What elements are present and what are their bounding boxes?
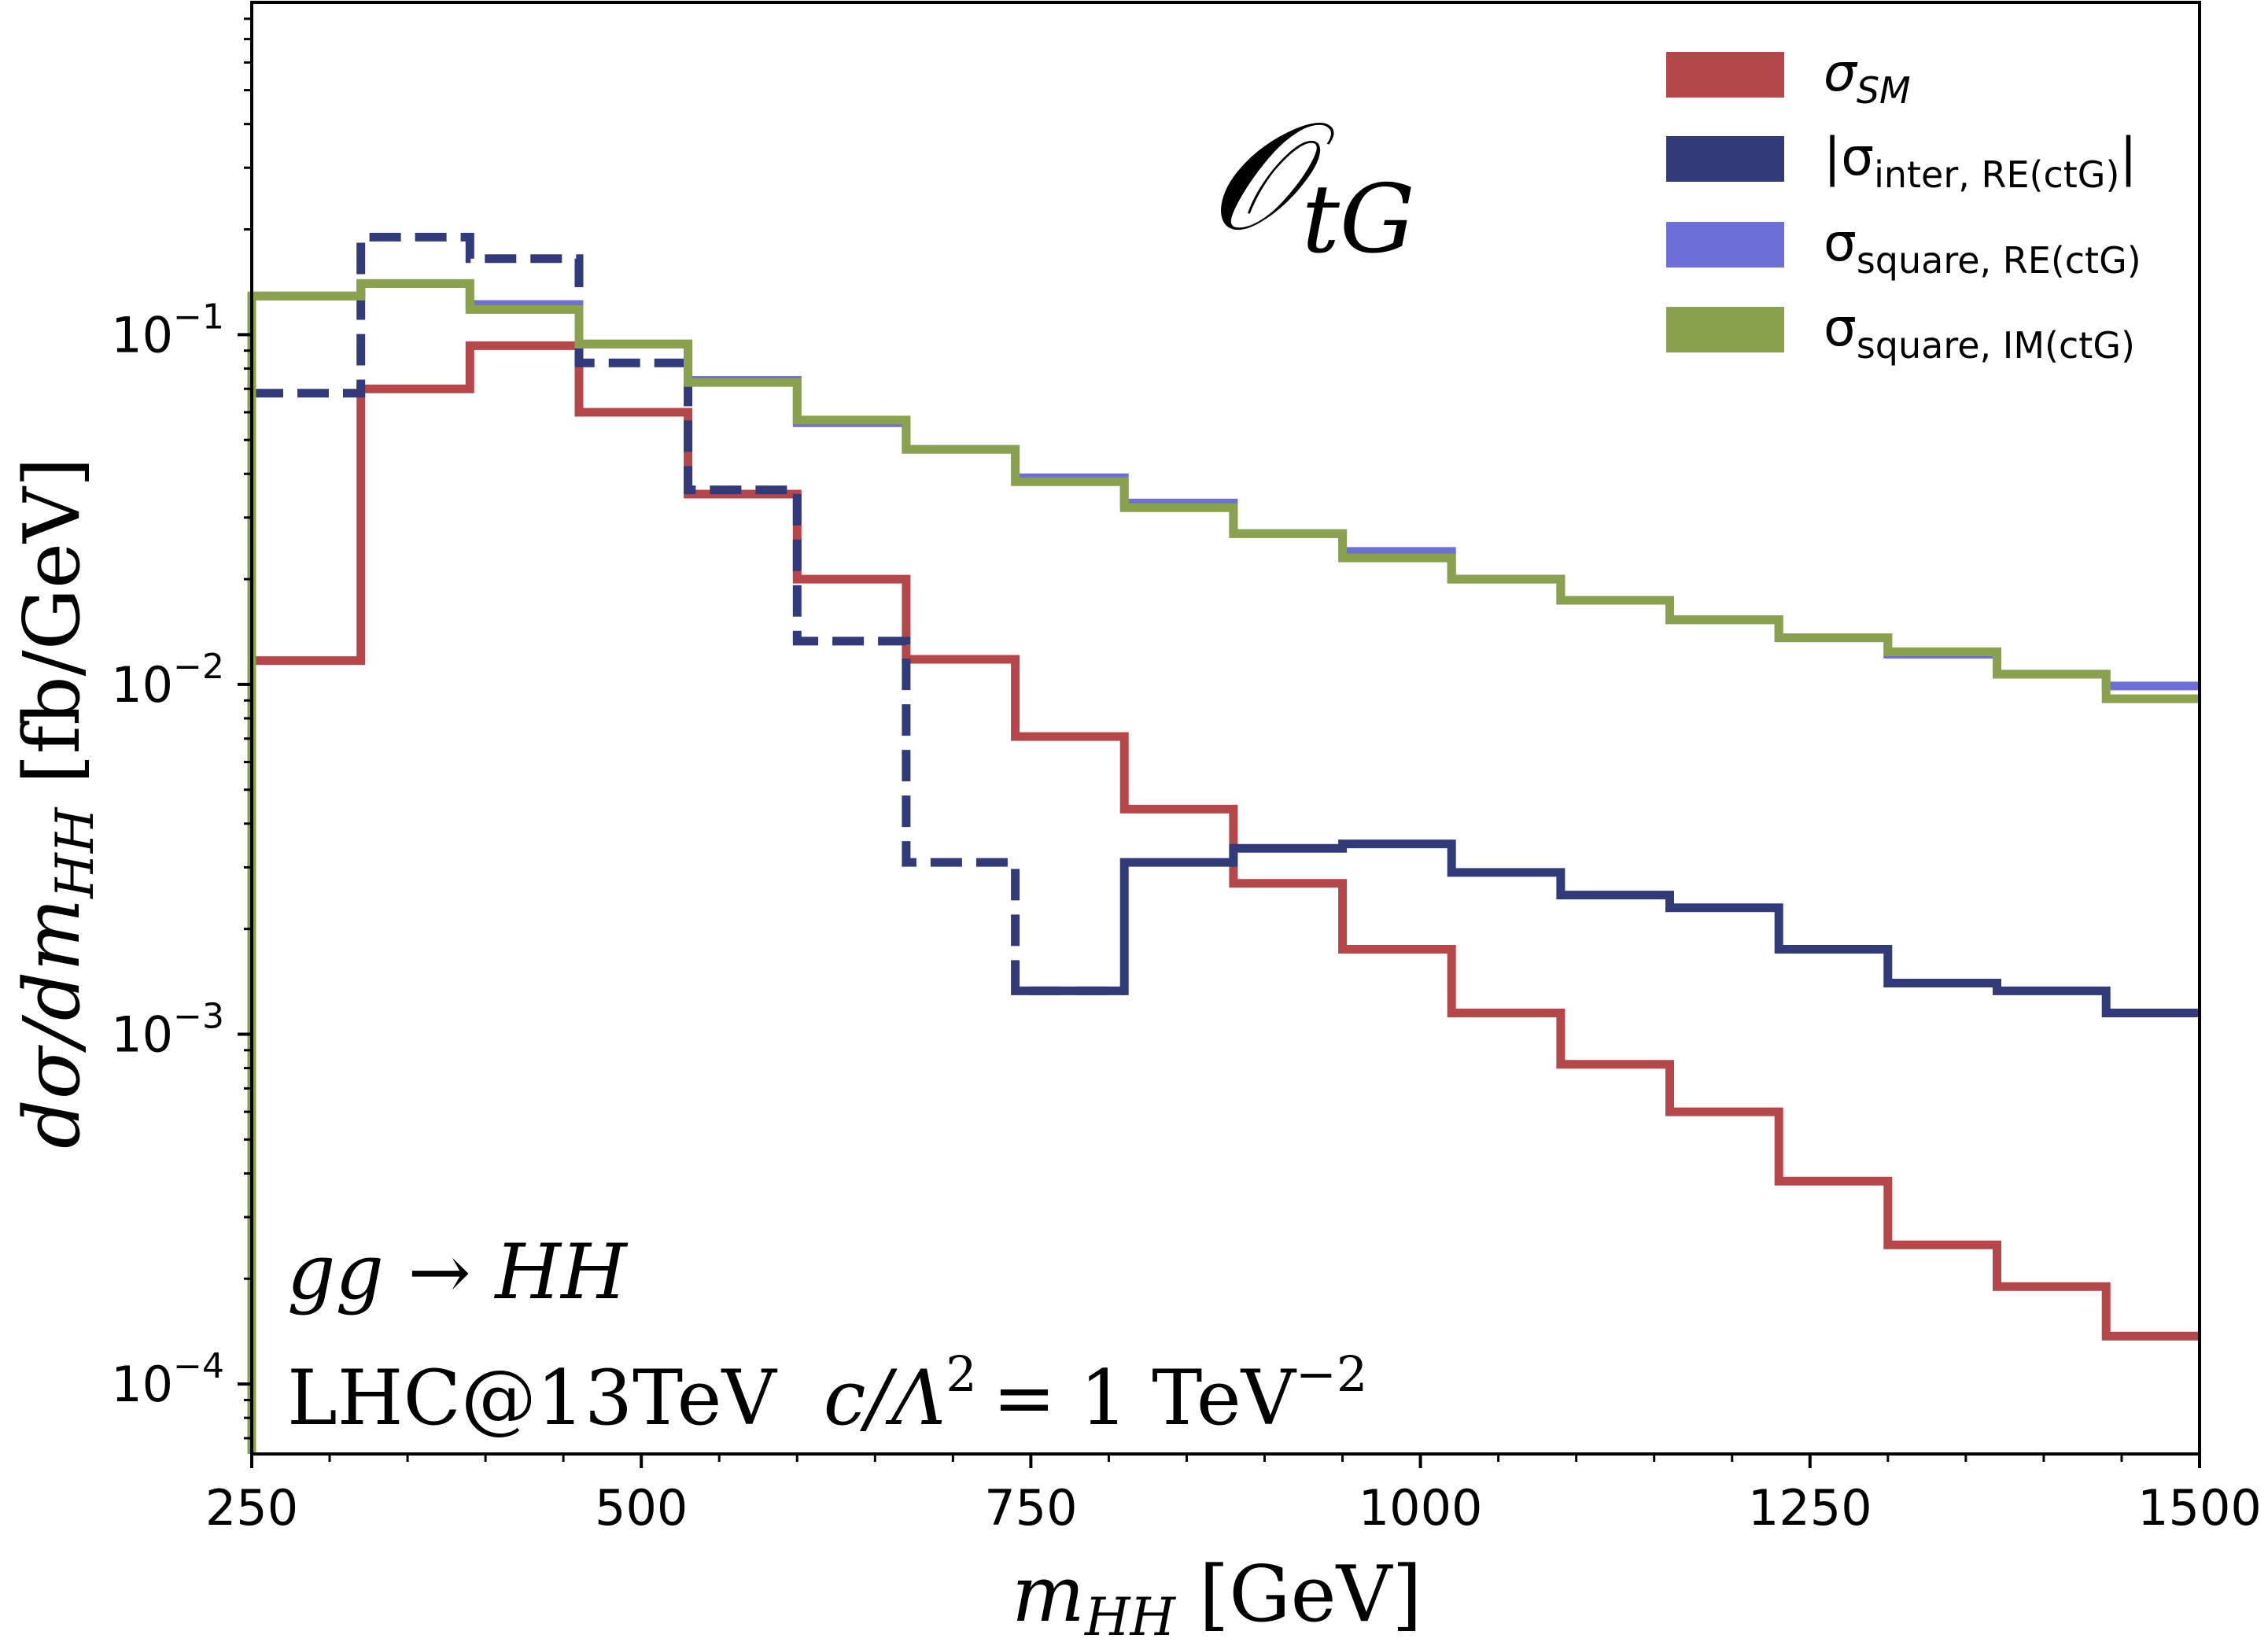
y-tick-label: 10−1 (111, 297, 224, 363)
series-line-inter-dashed (252, 232, 1125, 995)
y-tick-label: 10−4 (111, 1346, 224, 1413)
x-tick-label: 1500 (2137, 1479, 2262, 1537)
legend: σSM |σinter, RE(ctG)| σsquare, RE(ctG) σ… (1666, 42, 2141, 367)
legend-swatch-sm (1666, 52, 1784, 98)
x-tick-label: 250 (205, 1479, 298, 1537)
x-tick-label: 500 (595, 1479, 688, 1537)
series-line-3 (247, 279, 2200, 1454)
x-tick-label: 1000 (1359, 1479, 1483, 1537)
legend-label-square-re: σsquare, RE(ctG) (1824, 212, 2141, 282)
x-tick-label: 750 (984, 1479, 1077, 1537)
legend-label-square-im: σsquare, IM(ctG) (1824, 297, 2135, 367)
process-annotation: gg → HH (287, 1228, 629, 1316)
plot-area (252, 2, 2200, 1454)
legend-swatch-inter (1666, 136, 1784, 182)
y-tick-label: 10−2 (111, 647, 224, 714)
x-tick-label: 1250 (1748, 1479, 1872, 1537)
series-line-inter-solid (1015, 839, 2200, 1017)
legend-label-sm: σSM (1824, 42, 1911, 112)
legend-swatch-square-im (1666, 307, 1784, 352)
legend-swatch-square-re (1666, 222, 1784, 268)
series-layer (247, 232, 2200, 1454)
y-tick-label: 10−3 (111, 997, 224, 1064)
y-axis-label: dσ/dmHH[fb/GeV] (8, 457, 105, 1149)
x-axis-label: mHH [GeV] (1012, 1550, 1422, 1642)
collider-annotation: LHC@13TeV c/Λ2 = 1 TeV−2 (287, 1345, 1367, 1442)
operator-subscript: tG (1302, 165, 1415, 275)
legend-label-inter: |σinter, RE(ctG)| (1824, 127, 2137, 196)
tick-layer: 250 500 750 1000 1250 1500 10−1 10−2 10−3 10−4 (111, 17, 2262, 1537)
axes-frame (250, 1, 2201, 1456)
